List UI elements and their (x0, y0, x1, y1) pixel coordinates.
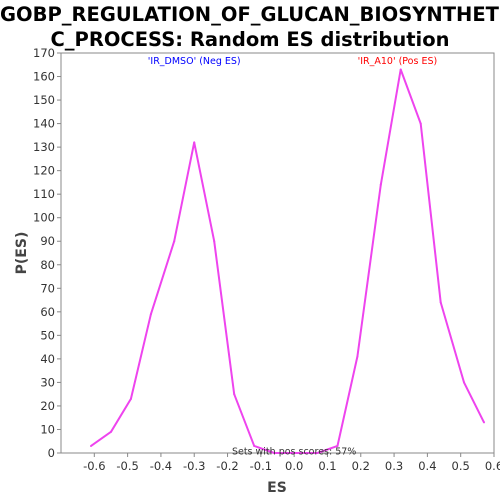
chart-title-line-1: GOBP_REGULATION_OF_GLUCAN_BIOSYNTHETI (0, 3, 500, 26)
y-tick-label: 80 (40, 258, 55, 272)
y-axis-label: P(ES) (14, 232, 30, 275)
chart-title-line-2: C_PROCESS: Random ES distribution (50, 28, 450, 51)
es-data-point (439, 301, 442, 304)
es-data-point (89, 444, 92, 447)
es-data-point (193, 141, 196, 144)
annotation-layer: 'IR_DMSO' (Neg ES) 'IR_A10' (Pos ES) Sets … (148, 56, 437, 458)
x-tick-label: -0.1 (250, 459, 272, 473)
x-tick-label: 0.6 (485, 459, 500, 473)
y-tick-label: 30 (40, 375, 55, 389)
chart-annotation: 'IR_A10' (Pos ES) (358, 56, 438, 67)
y-tick-label: 60 (40, 305, 55, 319)
y-tick-label: 150 (33, 93, 55, 107)
es-data-point (399, 68, 402, 71)
es-data-point (379, 183, 382, 186)
es-data-point (149, 313, 152, 316)
y-axis: 0 10 20 30 40 50 60 70 80 90 100 110 120 130 140 150 160… (33, 46, 61, 460)
series-layer (89, 68, 486, 454)
y-tick-label: 20 (40, 399, 55, 413)
es-data-point (129, 397, 132, 400)
es-data-point (273, 452, 276, 454)
y-tick-label: 130 (33, 140, 55, 154)
es-data-point (419, 122, 422, 125)
x-axis: -0.6 -0.5 -0.4 -0.3 -0.2 -0.1 0.0 0.1 0.2 0.3 0.4 0… (83, 453, 500, 473)
y-tick-label: 10 (40, 422, 55, 436)
es-data-point (173, 240, 176, 243)
x-tick-label: 0.4 (418, 459, 436, 473)
es-distribution-line (90, 68, 485, 454)
y-tick-label: 70 (40, 281, 55, 295)
y-tick-label: 170 (33, 46, 55, 60)
x-tick-label: -0.5 (116, 459, 138, 473)
chart-annotation: 'IR_DMSO' (Neg ES) (148, 56, 241, 67)
x-axis-label: ES (267, 480, 287, 496)
es-data-point (213, 240, 216, 243)
y-tick-label: 90 (40, 234, 55, 248)
chart-annotation: Sets with pos scores: 57% (232, 447, 356, 458)
x-tick-label: 0.0 (285, 459, 303, 473)
x-tick-label: 0.1 (318, 459, 336, 473)
x-tick-label: 0.2 (352, 459, 370, 473)
es-data-point (316, 452, 319, 454)
chart-title: GOBP_REGULATION_OF_GLUCAN_BIOSYNTHETI C_… (0, 2, 500, 52)
x-tick-label: -0.6 (83, 459, 105, 473)
x-tick-label: 0.5 (452, 459, 470, 473)
y-tick-label: 0 (48, 446, 55, 460)
y-tick-label: 50 (40, 328, 55, 342)
es-data-point (233, 393, 236, 396)
x-tick-label: 0.3 (385, 459, 403, 473)
y-tick-label: 120 (33, 164, 55, 178)
es-data-point (336, 444, 339, 447)
es-data-point (463, 381, 466, 384)
y-tick-label: 40 (40, 352, 55, 366)
y-tick-label: 100 (33, 211, 55, 225)
es-data-point (293, 452, 296, 454)
x-tick-label: -0.3 (183, 459, 205, 473)
es-data-point (356, 355, 359, 358)
x-tick-label: -0.2 (216, 459, 238, 473)
y-tick-label: 110 (33, 187, 55, 201)
plot-area (60, 52, 495, 454)
es-data-point (483, 421, 486, 424)
y-tick-label: 160 (33, 70, 55, 84)
y-tick-label: 140 (33, 117, 55, 131)
es-data-point (253, 444, 256, 447)
es-data-point (109, 430, 112, 433)
x-tick-label: -0.4 (150, 459, 172, 473)
